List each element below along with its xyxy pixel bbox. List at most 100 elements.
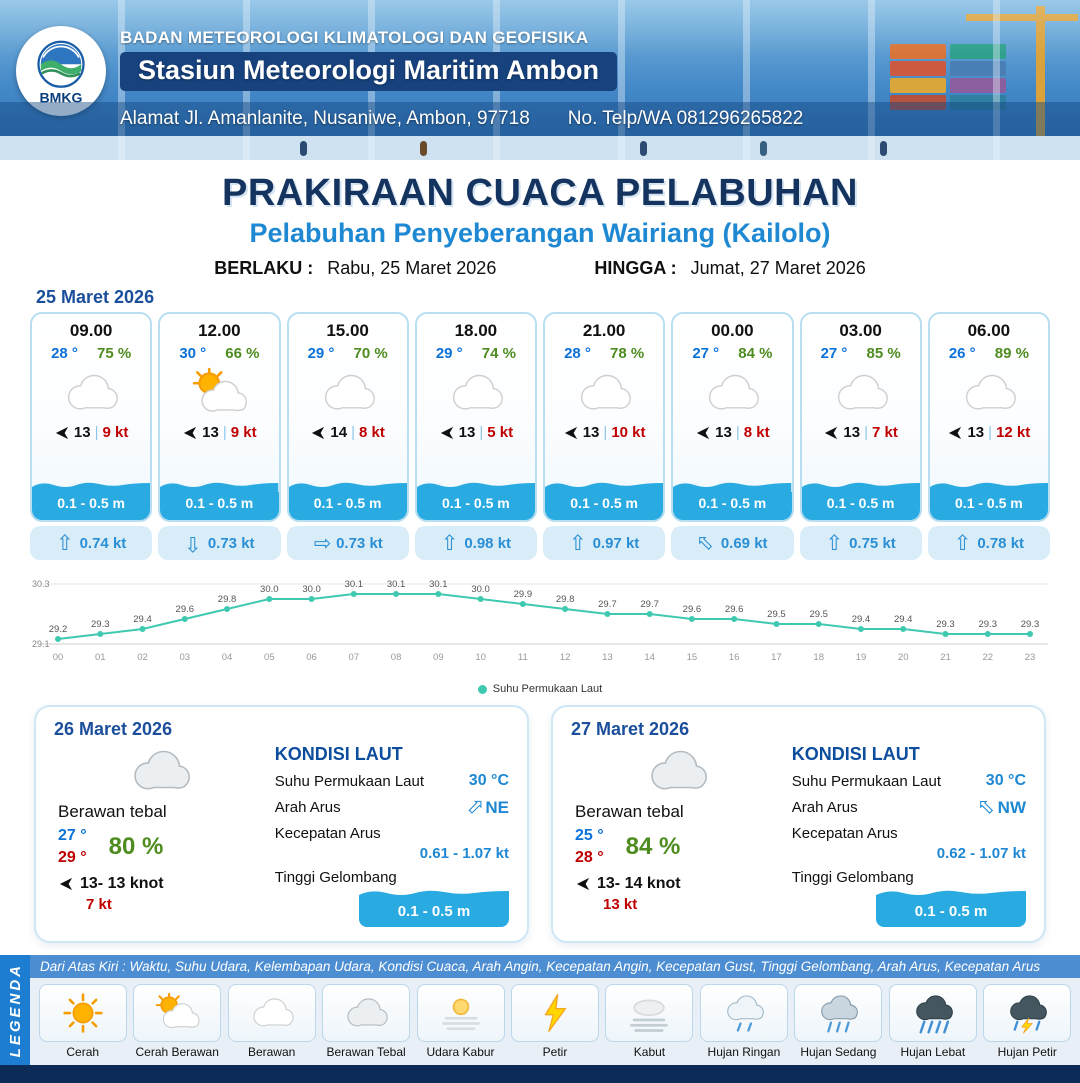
hourly-forecast-row: 09.00 28 ° 75 % 13 9 kt 0.1 - 0.5 m 0.74… (0, 312, 1080, 560)
forecast-time: 12.00 (198, 321, 241, 340)
current-direction-icon (441, 533, 459, 554)
wind-gust: 9 kt (102, 424, 129, 441)
wind-speed: 13 (715, 424, 732, 441)
station-address: Alamat Jl. Amanlanite, Nusaniwe, Ambon, … (120, 108, 530, 129)
weather-condition: Berawan tebal (58, 802, 167, 821)
legend-icon-box (38, 984, 127, 1042)
legend-icon-box (322, 984, 411, 1042)
legend-icon-box (416, 984, 505, 1042)
wind-gust: 7 kt (86, 896, 112, 914)
sea-conditions-column: KONDISI LAUT Suhu Permukaan Laut 30 °C A… (780, 742, 1026, 927)
legend-weather-icon (810, 992, 866, 1034)
svg-text:29.5: 29.5 (767, 609, 786, 620)
sst-chart: 30.3 29.1 29.2 00 29.3 01 29.4 02 29.6 03 29.8 04 30… (0, 560, 1080, 681)
forecast-time: 15.00 (326, 321, 369, 340)
legend-icon-box (227, 984, 316, 1042)
person-silhouette (420, 141, 427, 156)
legend-item: Cerah Berawan (132, 984, 222, 1059)
svg-text:29.6: 29.6 (725, 604, 744, 615)
svg-text:29.7: 29.7 (598, 599, 617, 610)
svg-text:29.6: 29.6 (683, 604, 702, 615)
svg-text:04: 04 (222, 652, 233, 663)
current-direction-icon (56, 533, 74, 554)
wind-direction-icon (949, 426, 962, 439)
wave-height-row: Tinggi Gelombang (275, 869, 509, 886)
crane-decoration (1036, 6, 1045, 150)
wind-gust: 10 kt (611, 424, 646, 441)
svg-text:30.0: 30.0 (260, 584, 279, 595)
wind-row: 13 7 kt (823, 424, 898, 441)
humidity: 84 % (738, 345, 773, 362)
legend-item: Petir (510, 984, 599, 1059)
current-speed: 0.74 kt (79, 534, 127, 552)
person-silhouette (760, 141, 767, 156)
current-direction-icon (973, 794, 1000, 821)
sst-value: 30 °C (985, 772, 1026, 789)
hourly-card-main: 03.00 27 ° 85 % 13 7 kt 0.1 - 0.5 m (799, 312, 922, 522)
wave-crest-graphic (32, 482, 151, 492)
svg-text:17: 17 (771, 652, 782, 663)
temp-humidity-row: 29 ° 70 % (289, 345, 407, 362)
current-row: 0.97 kt (543, 526, 666, 560)
temp-min: 25 ° (575, 827, 604, 844)
humidity: 84 % (625, 832, 681, 860)
wave-crest-graphic (288, 482, 407, 492)
svg-text:09: 09 (433, 652, 444, 663)
wind-gust: 12 kt (996, 424, 1031, 441)
air-temperature: 30 ° (179, 345, 207, 362)
forecast-time: 06.00 (967, 321, 1011, 340)
current-direction-text: NW (997, 797, 1026, 817)
legend-item: Udara Kabur (416, 984, 505, 1059)
legend-weather-icon (999, 992, 1055, 1034)
legend-icon-box (794, 984, 883, 1042)
legend-item: Hujan Ringan (699, 984, 788, 1059)
svg-text:06: 06 (306, 652, 317, 663)
separator (223, 424, 227, 441)
svg-text:05: 05 (264, 652, 275, 663)
wave-height: 0.1 - 0.5 m (801, 492, 920, 520)
wave-crest-graphic (876, 890, 1026, 900)
legend-weather-icon (149, 992, 205, 1034)
legend-weather-icon (905, 992, 961, 1034)
validity-row: BERLAKU : Rabu, 25 Maret 2026 HINGGA : J… (0, 258, 1080, 279)
wind-row: 13 9 kt (182, 424, 257, 441)
svg-text:29.2: 29.2 (49, 624, 68, 635)
separator (351, 424, 355, 441)
terminal-floor-decoration (0, 136, 1080, 160)
svg-text:30.1: 30.1 (345, 579, 364, 590)
humidity: 85 % (866, 345, 901, 362)
daily-forecast-row: 26 Maret 2026 Berawan tebal 27 ° 29 ° 80… (0, 695, 1080, 943)
current-speed: 0.69 kt (720, 534, 768, 552)
legend-icon-box (983, 984, 1072, 1042)
wave-height: 0.1 - 0.5 m (288, 492, 407, 520)
svg-text:29.4: 29.4 (852, 614, 871, 625)
current-row: 0.74 kt (30, 526, 153, 560)
person-silhouette (640, 141, 647, 156)
chart-legend-label: Suhu Permukaan Laut (492, 683, 603, 695)
wind-direction-icon (564, 426, 577, 439)
legend-body: Dari Atas Kiri : Waktu, Suhu Udara, Kele… (30, 955, 1080, 1065)
temp-humidity-row: 29 ° 74 % (417, 345, 535, 362)
svg-text:21: 21 (940, 652, 951, 663)
wind-gust: 13 kt (603, 896, 638, 914)
station-contact: No. Telp/WA 081296265822 (567, 108, 804, 129)
legend-item: Berawan (227, 984, 316, 1059)
hourly-forecast-card: 12.00 30 ° 66 % 13 9 kt 0.1 - 0.5 m 0.73… (158, 312, 281, 560)
temp-humidity-row: 27 ° 84 % (673, 345, 791, 362)
container-decoration (950, 95, 1006, 110)
wind-row: 13- 13 knot (58, 875, 164, 893)
daily-date: 26 Maret 2026 (54, 719, 173, 739)
hourly-forecast-card: 03.00 27 ° 85 % 13 7 kt 0.1 - 0.5 m 0.75… (799, 312, 922, 560)
air-temperature: 28 ° (51, 345, 78, 362)
temp-humidity-row: 28 ° 75 % (32, 345, 150, 362)
current-direction-icon (311, 534, 332, 552)
temp-humidity-row: 27 ° 85 % (802, 345, 920, 362)
wave-crest-graphic (929, 482, 1048, 492)
svg-text:29.5: 29.5 (809, 609, 828, 620)
container-decoration (890, 61, 946, 76)
hourly-card-main: 06.00 26 ° 89 % 13 12 kt 0.1 - 0.5 m (927, 312, 1050, 522)
svg-text:14: 14 (644, 652, 655, 663)
air-temperature: 28 ° (564, 345, 591, 362)
current-direction-value: NE (466, 797, 509, 818)
legend-item: Cerah (38, 984, 127, 1059)
